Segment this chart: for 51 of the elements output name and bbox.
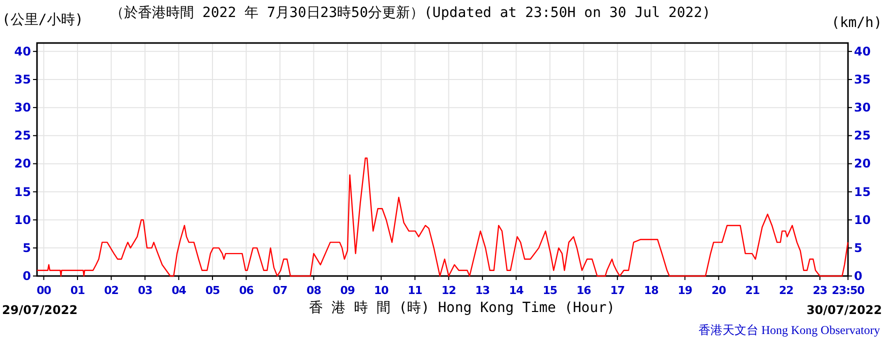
y-tick-label: 35 [14, 72, 31, 86]
x-tick-label: 09 [340, 284, 355, 297]
x-tick-label: 08 [306, 284, 321, 297]
x-tick-label: 03 [138, 284, 152, 297]
y-tick-label: 25 [14, 128, 31, 143]
x-tick-label: 20 [712, 284, 727, 297]
x-tick-label: 13 [475, 284, 490, 297]
y-tick-label: 20 [14, 156, 31, 171]
x-tick-label: 00 [36, 284, 52, 297]
y2-tick-label: 30 [854, 100, 871, 115]
y-axis-title: (公里/小時) [2, 12, 84, 28]
y-tick-label: 40 [14, 44, 31, 58]
text: 香港天文台 Hong Kong Observatory [698, 323, 880, 337]
y2-tick-label: 15 [854, 184, 871, 199]
y-tick-label: 15 [14, 184, 31, 199]
x-tick-label: 11 [408, 284, 422, 297]
y2-tick-label: 35 [854, 72, 871, 86]
chart-title: （於香港時間 2022 年 7月30日23時50分更新）(Updated at 23:50H on 30 Jul 2022) [110, 5, 711, 21]
y2-tick-label: 20 [854, 156, 871, 171]
y2-tick-label: 10 [854, 212, 871, 227]
x-tick-label: 01 [70, 284, 85, 297]
x-tick-label: 05 [205, 284, 220, 297]
x-tick-label: 10 [374, 284, 390, 297]
y-tick-label: 0 [22, 269, 31, 283]
x-tick-label: 06 [239, 284, 254, 297]
x-tick-label: 18 [644, 284, 658, 297]
y2-tick-label: 0 [854, 269, 862, 283]
x-tick-label: 07 [272, 284, 288, 297]
x-tick-label: 14 [509, 284, 524, 297]
x-tick-label: 12 [442, 284, 456, 297]
x-tick-label: 17 [610, 284, 625, 297]
x-tick-label: 02 [104, 284, 118, 297]
x-tick-label: 23:50 [832, 284, 866, 297]
x-tick-label: 15 [542, 284, 558, 297]
x-axis-title: 香 港 時 間 (時) Hong Kong Time (Hour) [308, 300, 616, 316]
x-tick-label: 23 [812, 284, 828, 297]
text: 29/07/2022 [2, 303, 78, 317]
y2-tick-label: 5 [854, 240, 862, 255]
y-tick-label: 5 [22, 240, 31, 255]
x-tick-label: 19 [678, 284, 692, 297]
x-tick-label: 16 [576, 284, 592, 297]
x-tick-label: 04 [172, 284, 187, 297]
y-tick-label: 10 [14, 212, 31, 227]
text: 30/07/2022 [806, 303, 882, 317]
x-tick-label: 21 [745, 284, 760, 297]
line-series [36, 158, 848, 277]
y2-axis-title: (km/h) [831, 15, 882, 31]
y2-tick-label: 25 [854, 128, 871, 143]
y2-tick-label: 40 [854, 44, 871, 58]
x-tick-label: 22 [778, 284, 794, 297]
y-tick-label: 30 [14, 100, 31, 115]
